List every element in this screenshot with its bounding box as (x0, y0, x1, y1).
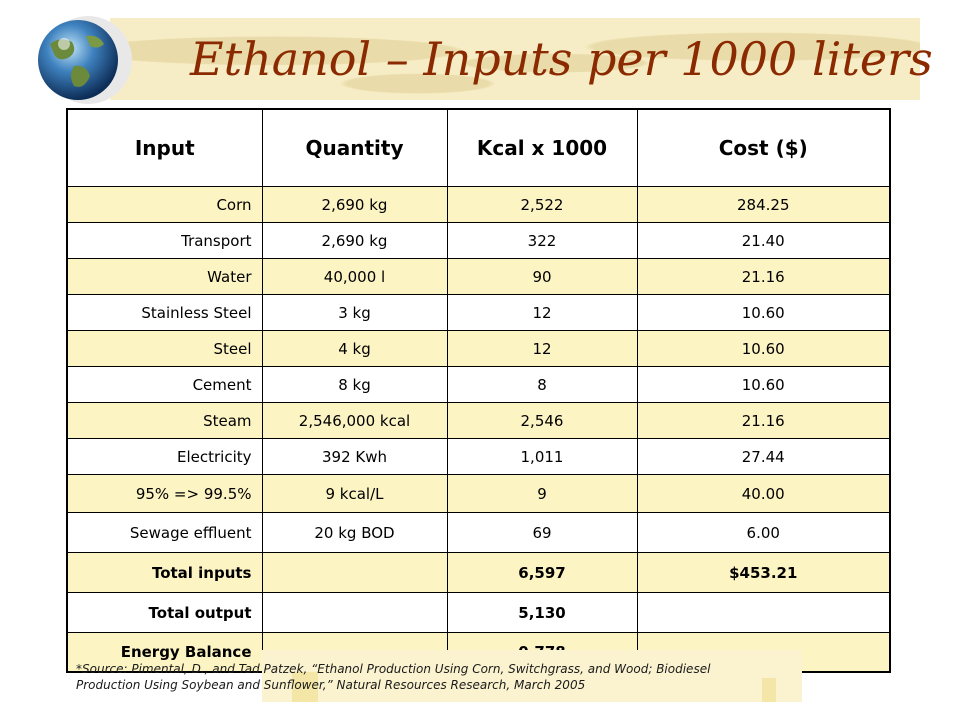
cell-input: Sewage effluent (66, 512, 263, 553)
total-inputs-row: Total inputs 6,597 $453.21 (66, 552, 891, 593)
cell-quantity: 392 Kwh (261, 438, 448, 475)
cell-quantity: 2,690 kg (261, 186, 448, 223)
cell-kcal: 69 (446, 512, 638, 553)
source-footnote: *Source: Pimental, D., and Tad Patzek, “… (76, 661, 876, 693)
total-output-row: Total output 5,130 (66, 592, 891, 633)
table-row: Electricity 392 Kwh 1,011 27.44 (66, 438, 891, 475)
table-row: Water 40,000 l 90 21.16 (66, 258, 891, 295)
table-row: Corn 2,690 kg 2,522 284.25 (66, 186, 891, 223)
cell-input: Electricity (66, 438, 263, 475)
footnote-line-1: *Source: Pimental, D., and Tad Patzek, “… (76, 662, 711, 676)
cell-total-cost: $453.21 (636, 552, 891, 593)
table-row: Stainless Steel 3 kg 12 10.60 (66, 294, 891, 331)
cell-quantity: 40,000 l (261, 258, 448, 295)
header-input: Input (66, 108, 263, 187)
cell-input: Steel (66, 330, 263, 367)
header-kcal: Kcal x 1000 (446, 108, 638, 187)
cell-input: Corn (66, 186, 263, 223)
cell-quantity: 2,690 kg (261, 222, 448, 259)
cell-kcal: 2,522 (446, 186, 638, 223)
header-cost: Cost ($) (636, 108, 891, 187)
cell-quantity: 2,546,000 kcal (261, 402, 448, 439)
cell-total-label: Total output (66, 592, 263, 633)
cell-kcal: 9 (446, 474, 638, 513)
cell-cost: 21.16 (636, 402, 891, 439)
cell-cost: 6.00 (636, 512, 891, 553)
cell-total-quantity (261, 592, 448, 633)
slide-title: Ethanol – Inputs per 1000 liters (190, 32, 933, 86)
table-row: Steel 4 kg 12 10.60 (66, 330, 891, 367)
cell-input: Steam (66, 402, 263, 439)
cell-total-label: Energy Balance (66, 632, 263, 672)
footnote-line-2: Production Using Soybean and Sunflower,”… (76, 678, 586, 692)
cell-input: Stainless Steel (66, 294, 263, 331)
cell-total-quantity (261, 552, 448, 593)
cell-kcal: 90 (446, 258, 638, 295)
table-row: Sewage effluent 20 kg BOD 69 6.00 (66, 512, 891, 553)
globe-icon (28, 14, 132, 106)
cell-quantity: 8 kg (261, 366, 448, 403)
cell-input: Water (66, 258, 263, 295)
cell-quantity: 20 kg BOD (261, 512, 448, 553)
table-row: Steam 2,546,000 kcal 2,546 21.16 (66, 402, 891, 439)
cell-total-cost (636, 592, 891, 633)
cell-total-kcal: 6,597 (446, 552, 638, 593)
cell-cost: 10.60 (636, 366, 891, 403)
cell-quantity: 3 kg (261, 294, 448, 331)
table-header-row: Input Quantity Kcal x 1000 Cost ($) (66, 108, 891, 187)
cell-kcal: 1,011 (446, 438, 638, 475)
cell-kcal: 12 (446, 330, 638, 367)
decorative-stand-graphic (262, 650, 802, 702)
table-row: Cement 8 kg 8 10.60 (66, 366, 891, 403)
cell-cost: 10.60 (636, 330, 891, 367)
cell-quantity: 4 kg (261, 330, 448, 367)
cell-kcal: 8 (446, 366, 638, 403)
cell-kcal: 322 (446, 222, 638, 259)
header-quantity: Quantity (261, 108, 448, 187)
cell-kcal: 12 (446, 294, 638, 331)
table-row: 95% => 99.5% 9 kcal/L 9 40.00 (66, 474, 891, 513)
cell-input: Transport (66, 222, 263, 259)
cell-total-label: Total inputs (66, 552, 263, 593)
cell-cost: 10.60 (636, 294, 891, 331)
inputs-table: Input Quantity Kcal x 1000 Cost ($) Corn… (66, 108, 891, 673)
cell-cost: 21.16 (636, 258, 891, 295)
cell-quantity: 9 kcal/L (261, 474, 448, 513)
cell-input: Cement (66, 366, 263, 403)
cell-total-kcal: 5,130 (446, 592, 638, 633)
cell-cost: 40.00 (636, 474, 891, 513)
table-row: Transport 2,690 kg 322 21.40 (66, 222, 891, 259)
cell-cost: 27.44 (636, 438, 891, 475)
cell-input: 95% => 99.5% (66, 474, 263, 513)
title-banner (110, 18, 920, 100)
cell-cost: 21.40 (636, 222, 891, 259)
cell-kcal: 2,546 (446, 402, 638, 439)
cell-cost: 284.25 (636, 186, 891, 223)
